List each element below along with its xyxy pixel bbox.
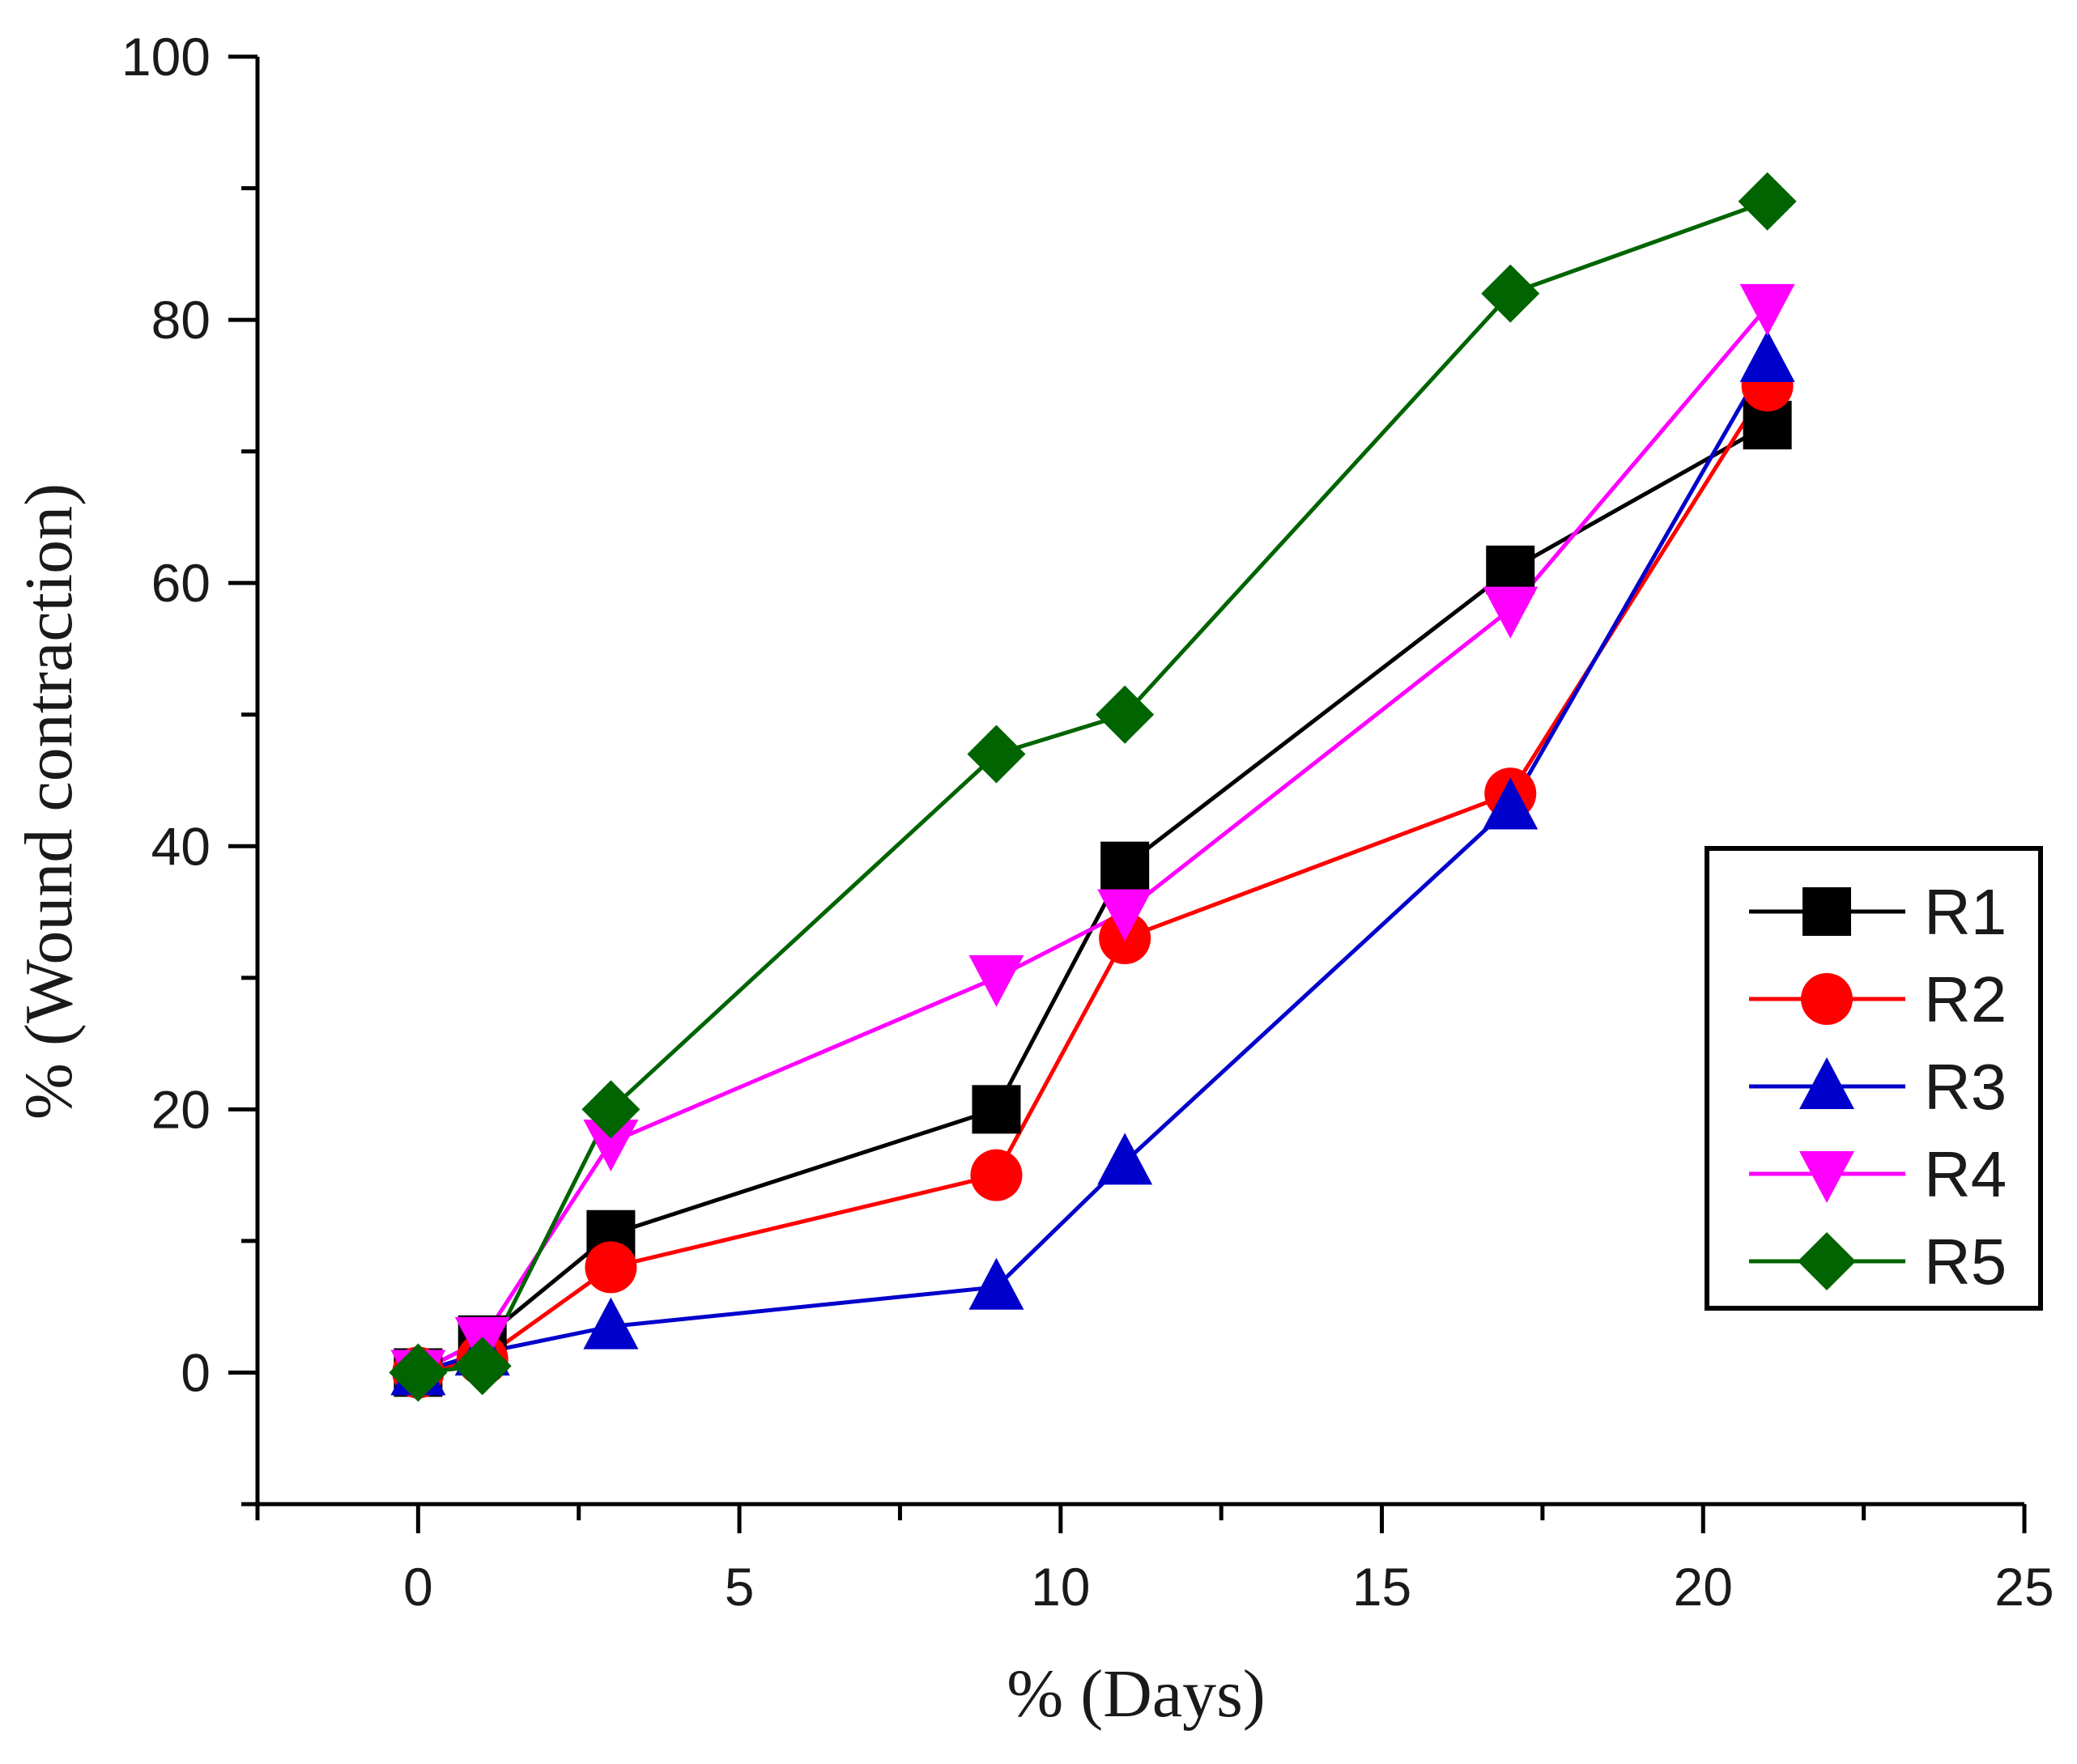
point-r5-3 [967, 725, 1026, 784]
legend-marker-r2 [1801, 973, 1853, 1025]
point-r3-3 [968, 1257, 1024, 1310]
legend-label-r2: R2 [1924, 963, 2007, 1035]
legend-marker-r4 [1799, 1151, 1854, 1203]
legend-label-r4: R4 [1924, 1138, 2007, 1210]
point-r5-0 [389, 1343, 448, 1402]
y-axis-title: % (Wound contraction) [11, 483, 87, 1120]
y-tick-label: 20 [151, 1079, 211, 1139]
point-r5-5 [1481, 264, 1540, 323]
point-r4-5 [1483, 586, 1539, 639]
point-r3-2 [583, 1297, 639, 1350]
y-tick-label: 100 [121, 27, 211, 87]
point-r4-3 [968, 954, 1024, 1007]
point-r1-5 [1486, 545, 1535, 594]
legend: R1 R2 R3 R4 R5 [1705, 846, 2043, 1311]
point-r1-4 [1100, 841, 1150, 891]
point-r4-6 [1739, 283, 1795, 336]
point-r2-2 [585, 1241, 637, 1294]
x-tick-label: 15 [1352, 1557, 1411, 1617]
x-tick-label: 25 [1994, 1557, 2054, 1617]
point-r5-2 [581, 1080, 641, 1139]
point-r2-3 [970, 1149, 1023, 1201]
x-axis-title: % (Days) [1007, 1656, 1266, 1732]
point-r3-4 [1097, 1133, 1153, 1185]
y-tick-label: 80 [151, 290, 211, 350]
x-tick-label: 20 [1674, 1557, 1733, 1617]
legend-marker-r3 [1799, 1057, 1854, 1109]
point-r3-5 [1483, 777, 1539, 830]
point-r3-6 [1739, 329, 1795, 382]
point-r5-4 [1096, 685, 1155, 744]
point-r4-2 [583, 1120, 639, 1171]
y-tick-label: 40 [151, 816, 211, 876]
legend-label-r3: R3 [1924, 1051, 2007, 1123]
legend-marker-r5 [1798, 1232, 1856, 1290]
legend-marker-r1 [1802, 887, 1851, 936]
point-r5-1 [453, 1337, 512, 1396]
x-tick-label: 5 [725, 1557, 755, 1617]
legend-box [1705, 846, 2043, 1311]
markers-group [389, 172, 1797, 1402]
x-tick-label: 10 [1031, 1557, 1090, 1617]
legend-label-r1: R1 [1924, 876, 2007, 948]
point-r1-3 [972, 1085, 1021, 1134]
legend-label-r5: R5 [1924, 1226, 2007, 1298]
axes-group: 0 5 10 15 20 25 0 20 40 60 80 100 [121, 27, 2054, 1617]
y-tick-label: 0 [181, 1342, 211, 1402]
point-r5-6 [1738, 172, 1797, 231]
point-r4-4 [1097, 889, 1153, 942]
x-tick-label: 0 [403, 1557, 433, 1617]
y-tick-label: 60 [151, 553, 211, 613]
